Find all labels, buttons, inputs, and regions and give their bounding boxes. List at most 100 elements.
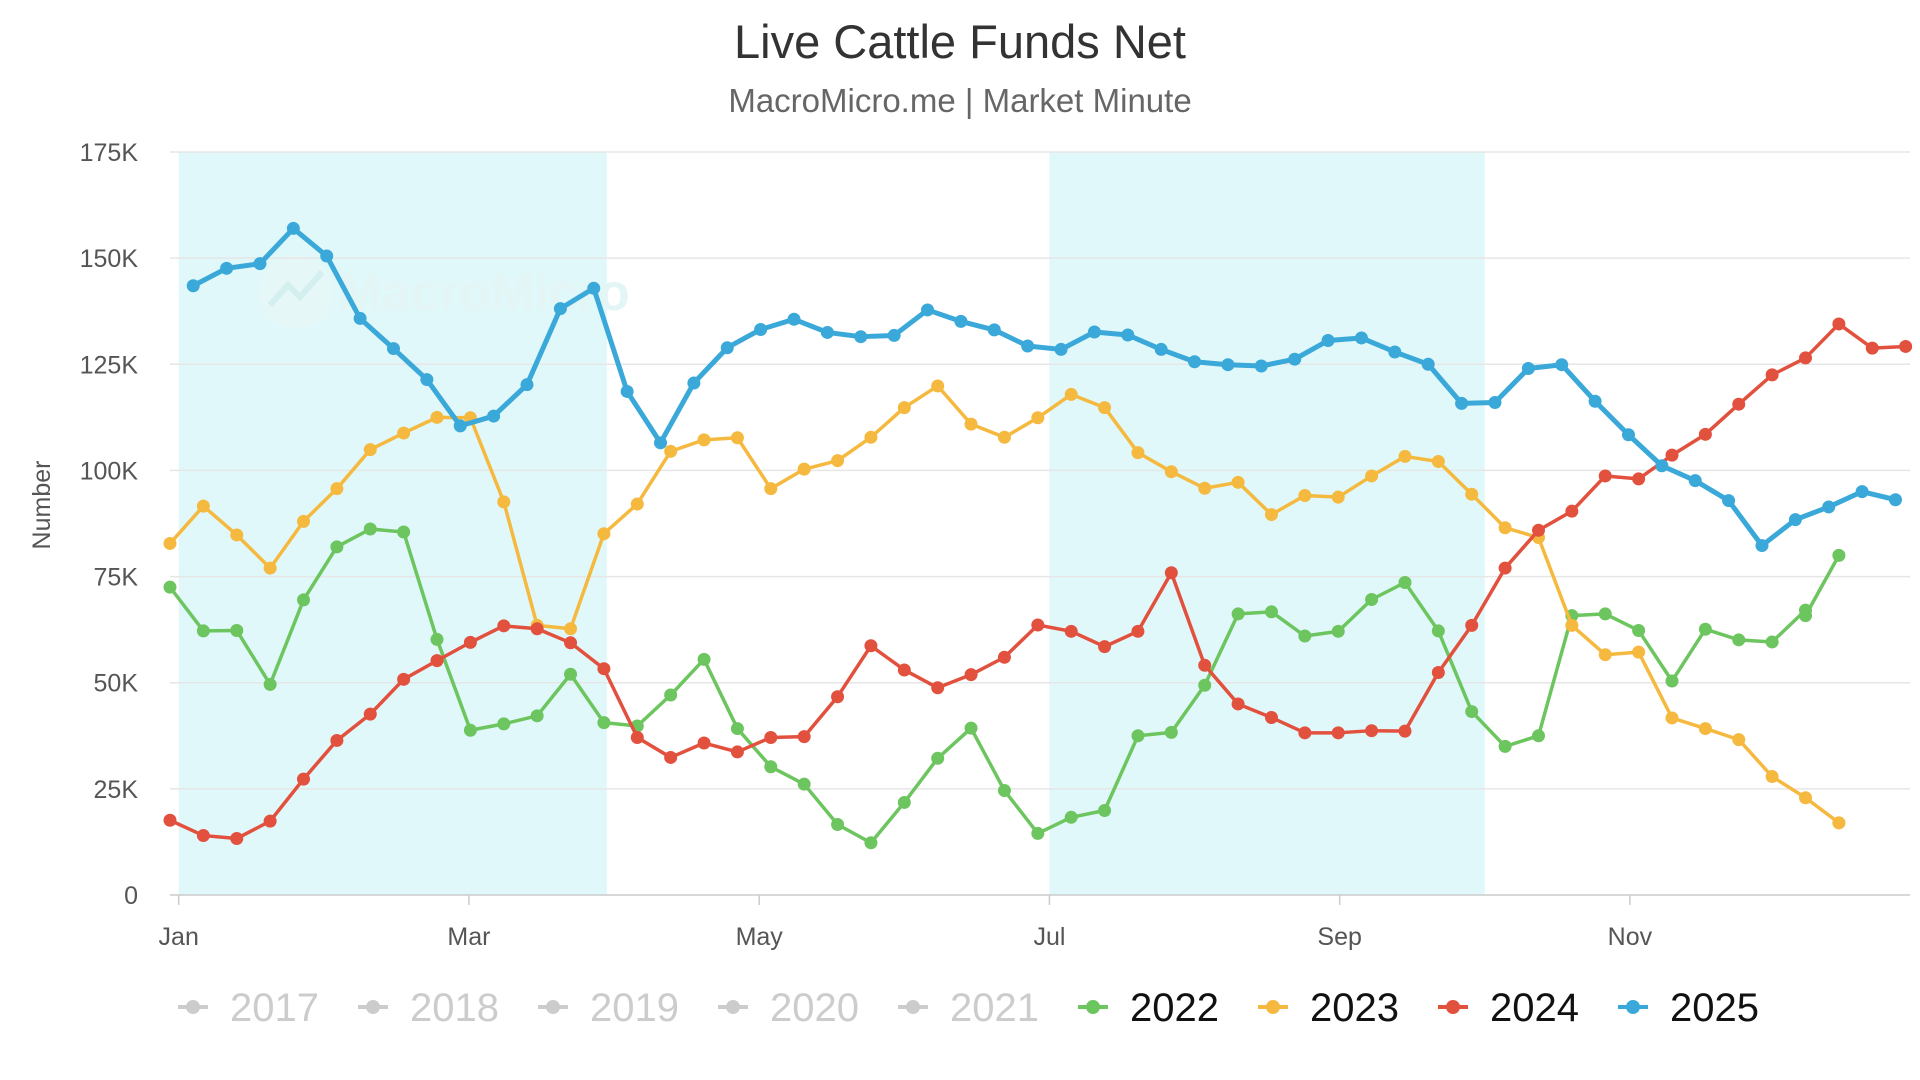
data-point-2023[interactable] — [1832, 816, 1846, 830]
data-point-2023[interactable] — [1598, 648, 1612, 662]
data-point-2025[interactable] — [253, 257, 267, 271]
data-point-2025[interactable] — [921, 303, 935, 317]
data-point-2025[interactable] — [1755, 539, 1769, 553]
data-point-2023[interactable] — [1365, 469, 1379, 483]
data-point-2025[interactable] — [1855, 485, 1869, 499]
data-point-2025[interactable] — [787, 312, 801, 326]
data-point-2025[interactable] — [1588, 394, 1602, 408]
data-point-2022[interactable] — [1698, 622, 1712, 636]
data-point-2024[interactable] — [1365, 724, 1379, 738]
data-point-2025[interactable] — [186, 279, 200, 293]
data-point-2025[interactable] — [386, 342, 400, 356]
data-point-2025[interactable] — [220, 261, 234, 275]
legend-item-2020[interactable]: 2020 — [718, 986, 859, 1030]
data-point-2023[interactable] — [497, 495, 511, 509]
data-point-2025[interactable] — [854, 330, 868, 344]
data-point-2023[interactable] — [163, 536, 177, 550]
data-point-2023[interactable] — [330, 482, 344, 496]
data-point-2025[interactable] — [987, 323, 1001, 337]
data-point-2022[interactable] — [363, 522, 377, 536]
data-point-2023[interactable] — [1298, 488, 1312, 502]
data-point-2024[interactable] — [1398, 724, 1412, 738]
legend-item-2018[interactable]: 2018 — [358, 986, 499, 1030]
data-point-2022[interactable] — [1198, 678, 1212, 692]
data-point-2022[interactable] — [397, 525, 411, 539]
data-point-2022[interactable] — [1732, 633, 1746, 647]
data-point-2022[interactable] — [1431, 624, 1445, 638]
data-point-2024[interactable] — [664, 750, 678, 764]
data-point-2023[interactable] — [397, 426, 411, 440]
data-point-2023[interactable] — [1799, 791, 1813, 805]
data-point-2025[interactable] — [1555, 358, 1569, 372]
data-point-2022[interactable] — [1064, 810, 1078, 824]
data-point-2024[interactable] — [897, 663, 911, 677]
data-point-2024[interactable] — [697, 736, 711, 750]
data-point-2025[interactable] — [1488, 395, 1502, 409]
data-point-2025[interactable] — [1421, 357, 1435, 371]
data-point-2024[interactable] — [1698, 427, 1712, 441]
data-point-2025[interactable] — [1521, 362, 1535, 376]
data-point-2025[interactable] — [754, 322, 768, 336]
data-point-2024[interactable] — [597, 662, 611, 676]
data-point-2024[interactable] — [1832, 317, 1846, 331]
data-point-2022[interactable] — [764, 760, 778, 774]
data-point-2024[interactable] — [864, 639, 878, 653]
data-point-2024[interactable] — [230, 832, 244, 846]
data-point-2023[interactable] — [931, 379, 945, 393]
data-point-2022[interactable] — [897, 795, 911, 809]
data-point-2024[interactable] — [530, 622, 544, 636]
data-point-2024[interactable] — [1632, 472, 1646, 486]
data-point-2025[interactable] — [1321, 334, 1335, 348]
data-point-2022[interactable] — [964, 721, 978, 735]
legend-item-2017[interactable]: 2017 — [178, 986, 319, 1030]
data-point-2024[interactable] — [163, 813, 177, 827]
data-point-2025[interactable] — [520, 378, 534, 392]
data-point-2025[interactable] — [1655, 459, 1669, 473]
data-point-2024[interactable] — [397, 672, 411, 686]
data-point-2022[interactable] — [163, 580, 177, 594]
data-point-2024[interactable] — [764, 730, 778, 744]
data-point-2022[interactable] — [497, 717, 511, 731]
data-point-2023[interactable] — [697, 433, 711, 447]
data-point-2022[interactable] — [797, 777, 811, 791]
data-point-2022[interactable] — [1398, 576, 1412, 590]
data-point-2024[interactable] — [1865, 341, 1879, 355]
data-point-2024[interactable] — [1331, 726, 1345, 740]
data-point-2023[interactable] — [1064, 387, 1078, 401]
data-point-2023[interactable] — [997, 430, 1011, 444]
data-point-2025[interactable] — [1621, 428, 1635, 442]
legend-item-2022[interactable]: 2022 — [1078, 986, 1219, 1030]
data-point-2022[interactable] — [1632, 623, 1646, 637]
data-point-2024[interactable] — [297, 772, 311, 786]
data-point-2022[interactable] — [1131, 729, 1145, 743]
data-point-2024[interactable] — [263, 814, 277, 828]
data-point-2022[interactable] — [230, 623, 244, 637]
legend-item-2021[interactable]: 2021 — [898, 986, 1039, 1030]
data-point-2023[interactable] — [664, 444, 678, 458]
data-point-2023[interactable] — [263, 561, 277, 575]
data-point-2023[interactable] — [1264, 508, 1278, 522]
data-point-2025[interactable] — [1021, 339, 1035, 353]
data-point-2022[interactable] — [1498, 739, 1512, 753]
legend-item-2025[interactable]: 2025 — [1618, 986, 1759, 1030]
data-point-2023[interactable] — [1398, 449, 1412, 463]
data-point-2023[interactable] — [1198, 481, 1212, 495]
data-point-2022[interactable] — [1331, 624, 1345, 638]
data-point-2023[interactable] — [897, 401, 911, 415]
data-point-2022[interactable] — [831, 818, 845, 832]
data-point-2024[interactable] — [196, 829, 210, 843]
data-point-2025[interactable] — [1455, 396, 1469, 410]
data-point-2023[interactable] — [297, 514, 311, 528]
data-point-2022[interactable] — [931, 751, 945, 765]
data-point-2022[interactable] — [530, 709, 544, 723]
data-point-2022[interactable] — [430, 632, 444, 646]
data-point-2025[interactable] — [687, 376, 701, 390]
data-point-2025[interactable] — [553, 302, 567, 316]
data-point-2022[interactable] — [597, 716, 611, 730]
data-point-2024[interactable] — [1765, 368, 1779, 382]
data-point-2022[interactable] — [1799, 609, 1813, 623]
data-point-2023[interactable] — [797, 462, 811, 476]
data-point-2025[interactable] — [420, 373, 434, 387]
data-point-2024[interactable] — [564, 636, 578, 650]
data-point-2022[interactable] — [1298, 629, 1312, 643]
